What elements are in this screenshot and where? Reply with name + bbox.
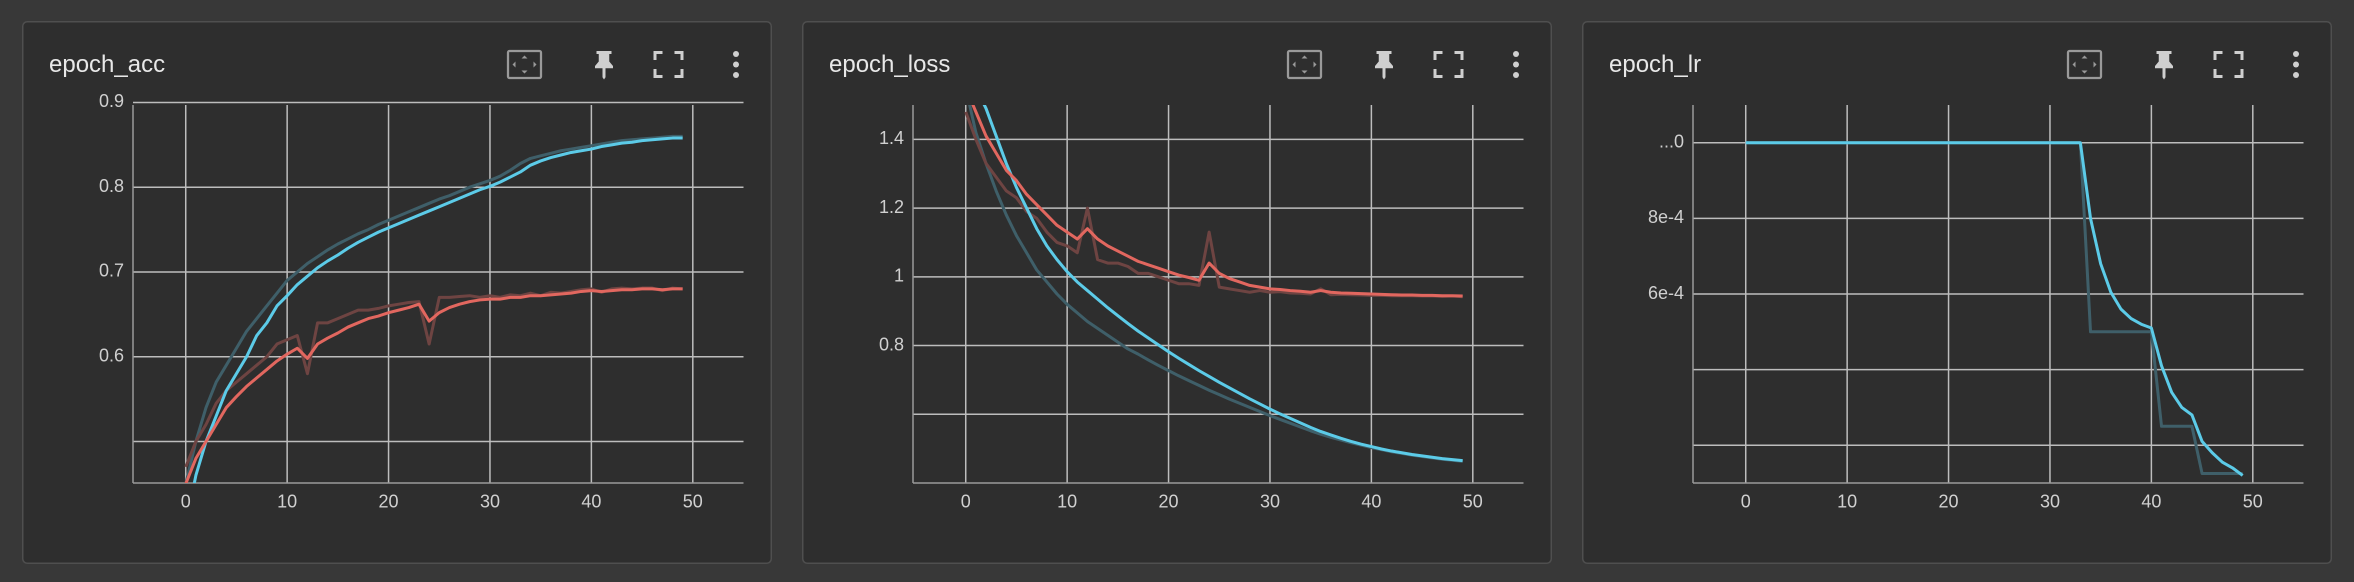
x-tick-label: 50: [1463, 491, 1483, 511]
x-tick-label: 20: [1159, 491, 1179, 511]
x-tick-label: 30: [1260, 491, 1280, 511]
panel: epoch_loss: [802, 21, 1552, 564]
x-tick-label: 0: [961, 491, 971, 511]
series-line: [192, 136, 683, 483]
lines: [1745, 141, 2244, 477]
x-tick-label: 30: [480, 491, 500, 511]
x-tick-label: 40: [1361, 491, 1381, 511]
y-tick-label: 0.9: [99, 91, 124, 111]
y-tick-label: 1: [894, 266, 904, 286]
series-line: [971, 105, 1463, 298]
x-tick-label: 20: [379, 491, 399, 511]
x-tick-label: 10: [1057, 491, 1077, 511]
panel: epoch_lr: [1582, 21, 2332, 564]
y-tick-label: 6e-4: [1648, 283, 1684, 303]
y-tick-label: 0.7: [99, 261, 124, 281]
x-tick-label: 20: [1939, 491, 1959, 511]
lines: [184, 134, 683, 483]
x-tick-label: 40: [2141, 491, 2161, 511]
y-tick-label: 1.4: [879, 128, 904, 148]
plot: 0 10 20 30 40 50 0.8 1 1.2 1.4: [879, 105, 1524, 511]
series-line: [184, 287, 683, 483]
x-tick-label: 30: [2040, 491, 2060, 511]
series-line: [184, 134, 683, 483]
y-tick-label: 8e-4: [1648, 207, 1684, 227]
x-tick-label: 10: [1837, 491, 1857, 511]
series-line: [1745, 141, 2244, 477]
x-tick-label: 50: [683, 491, 703, 511]
plot: 0 10 20 30 40 50 ...0 8e-4 6e-4: [1648, 105, 2304, 511]
x-tick-label: 10: [277, 491, 297, 511]
card-title: epoch_lr: [1609, 51, 1701, 78]
y-tick-label: ...0: [1659, 132, 1684, 152]
x-tick-label: 0: [1741, 491, 1751, 511]
y-tick-label: 0.6: [99, 345, 124, 365]
x-tick-label: 40: [581, 491, 601, 511]
card-title: epoch_loss: [829, 51, 950, 78]
card: [802, 21, 1552, 564]
lines: [964, 105, 1463, 463]
y-tick-label: 1.2: [879, 197, 904, 217]
y-tick-label: 0.8: [99, 176, 124, 196]
card: [1582, 21, 2332, 564]
y-tick-label: 0.8: [879, 334, 904, 354]
card-title: epoch_acc: [49, 51, 165, 78]
series-line: [982, 105, 1463, 463]
plot: 0 10 20 30 40 50 0.6 0.7 0.8 0.9: [99, 91, 744, 511]
x-tick-label: 50: [2243, 491, 2263, 511]
x-tick-label: 0: [181, 491, 191, 511]
